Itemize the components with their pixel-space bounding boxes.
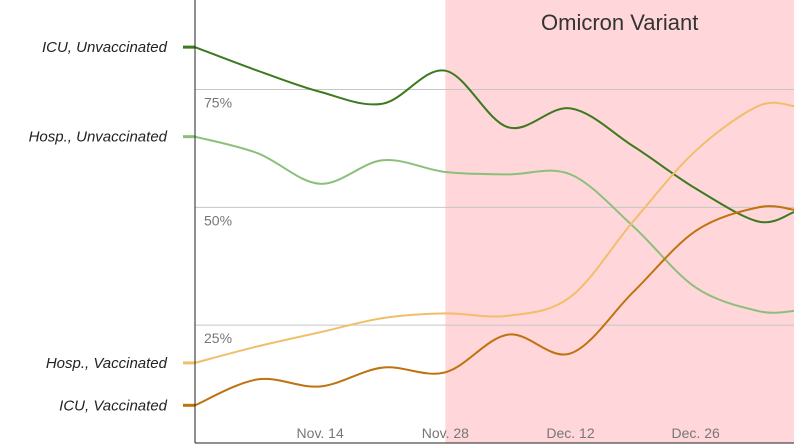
x-tick-label: Nov. 14 bbox=[297, 425, 344, 441]
series-label-icu-vaccinated: ICU, Vaccinated bbox=[59, 397, 167, 414]
y-tick-label: 50% bbox=[204, 212, 232, 228]
x-axis-tick-labels: Nov. 14 Nov. 28 Dec. 12 Dec. 26 bbox=[297, 425, 720, 441]
y-tick-label: 25% bbox=[204, 330, 232, 346]
series-labels: ICU, Unvaccinated Hosp., Unvaccinated Hosp… bbox=[29, 39, 195, 414]
series-label-hosp-unvaccinated: Hosp., Unvaccinated bbox=[29, 129, 168, 146]
omicron-variant-band bbox=[445, 0, 794, 443]
x-tick-label: Nov. 28 bbox=[422, 425, 469, 441]
series-line-icu-vaccinated bbox=[194, 205, 794, 407]
y-axis-tick-labels: 25% 50% 75% bbox=[204, 95, 232, 347]
omicron-variant-label: Omicron Variant bbox=[541, 10, 698, 35]
series-line-hosp-vaccinated bbox=[194, 101, 794, 364]
x-tick-label: Dec. 12 bbox=[546, 425, 594, 441]
series-lines bbox=[194, 46, 794, 407]
series-line-hosp-unvaccinated bbox=[194, 135, 794, 314]
gridlines bbox=[195, 89, 794, 326]
series-label-hosp-vaccinated: Hosp., Vaccinated bbox=[46, 355, 168, 372]
x-tick-label: Dec. 26 bbox=[672, 425, 720, 441]
series-line-icu-unvaccinated bbox=[194, 46, 794, 224]
y-tick-label: 75% bbox=[204, 95, 232, 111]
series-label-icu-unvaccinated: ICU, Unvaccinated bbox=[42, 39, 168, 56]
